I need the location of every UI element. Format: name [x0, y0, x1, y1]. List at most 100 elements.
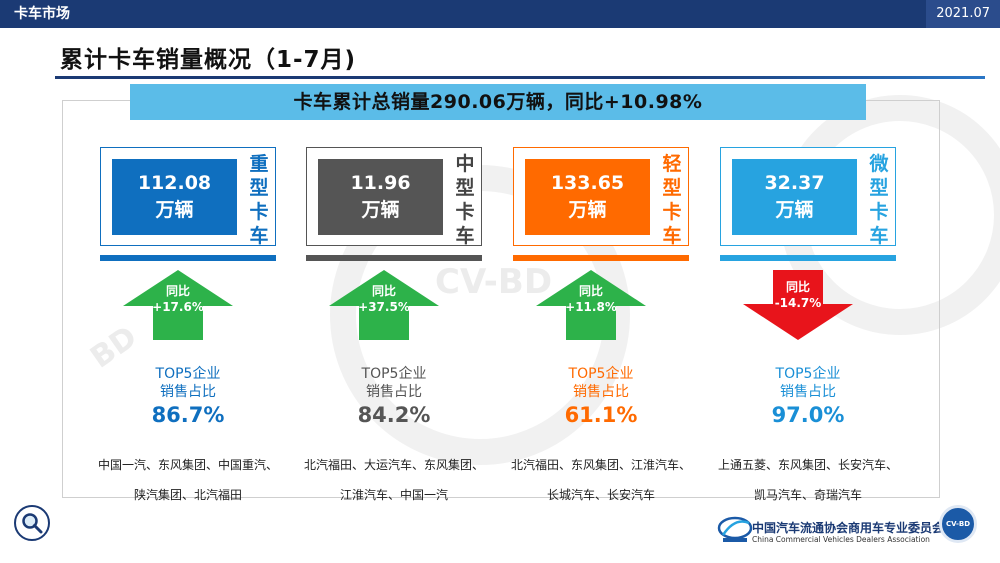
segment-name-char: 中 [455, 153, 475, 175]
segment-name-char: 型 [249, 177, 269, 199]
sales-value: 32.37 [764, 172, 825, 194]
sales-unit: 万辆 [568, 199, 607, 221]
search-icon [22, 513, 43, 534]
segment-card: 32.37 万辆 微型卡车 [720, 147, 896, 248]
yoy-label: 同比 [165, 284, 190, 298]
top5-share-label: TOP5企业 销售占比 [289, 365, 499, 401]
sales-value: 133.65 [550, 172, 625, 194]
companies-line: 北汽福田、大运汽车、东风集团、 [303, 458, 484, 472]
yoy-up-arrow: 同比 +17.6% [123, 270, 233, 340]
date-tag: 2021.07 [926, 0, 1000, 28]
companies-line: 凯马汽车、奇瑞汽车 [753, 488, 862, 502]
sales-value-box: 11.96 万辆 [318, 159, 443, 235]
cvbd-badge: CV-BD [939, 505, 977, 543]
top5-companies: 北汽福田、大运汽车、东风集团、 江淮汽车、中国一汽 [289, 450, 499, 510]
top5-companies: 中国一汽、东风集团、中国重汽、 陕汽集团、北汽福田 [83, 450, 293, 510]
summary-banner: 卡车累计总销量290.06万辆，同比+10.98% [130, 84, 866, 120]
segment-name-char: 车 [662, 225, 682, 247]
segment-name-char: 轻 [662, 153, 682, 175]
arrow-up-icon [536, 270, 646, 340]
sales-value-box: 133.65 万辆 [525, 159, 650, 235]
segment-name-char: 卡 [455, 201, 475, 223]
segment-name: 中型卡车 [451, 152, 479, 248]
segment-underline [720, 255, 896, 261]
segment-name: 微型卡车 [865, 152, 893, 248]
top5-share-label-line: 销售占比 [160, 384, 216, 400]
top5-share-label: TOP5企业 销售占比 [703, 365, 913, 401]
footer-org-name: 中国汽车流通协会商用车专业委员会 [752, 521, 945, 535]
sales-unit: 万辆 [361, 199, 400, 221]
sales-value: 11.96 [350, 172, 411, 194]
segment-name-char: 重 [249, 153, 269, 175]
segment-name-char: 车 [249, 225, 269, 247]
segment-card: 133.65 万辆 轻型卡车 [513, 147, 689, 248]
top5-share-label-line: 销售占比 [573, 384, 629, 400]
segment-name-char: 型 [869, 177, 889, 199]
top-bar [0, 0, 1000, 28]
segment-underline [100, 255, 276, 261]
yoy-value: +17.6% [152, 300, 204, 314]
segment-card: 11.96 万辆 中型卡车 [306, 147, 482, 248]
companies-line: 北汽福田、东风集团、江淮汽车、 [510, 458, 691, 472]
yoy-value: +11.8% [565, 300, 617, 314]
title-divider [55, 76, 985, 79]
companies-line: 长城汽车、长安汽车 [546, 488, 655, 502]
companies-line: 上通五菱、东风集团、长安汽车、 [717, 458, 898, 472]
arrow-down-icon [743, 270, 853, 340]
companies-line: 江淮汽车、中国一汽 [339, 488, 448, 502]
footer-org-name-en: China Commercial Vehicles Dealers Associ… [752, 535, 930, 544]
top5-share-label-line: TOP5企业 [568, 366, 634, 382]
sales-value-box: 32.37 万辆 [732, 159, 857, 235]
top5-share-label-line: TOP5企业 [155, 366, 221, 382]
section-tag: 卡车市场 [14, 6, 70, 22]
sales-unit: 万辆 [155, 199, 194, 221]
association-logo-icon [717, 516, 753, 542]
top5-share-label-line: TOP5企业 [775, 366, 841, 382]
top5-share-value: 84.2% [357, 403, 431, 427]
segment-name: 轻型卡车 [658, 152, 686, 248]
yoy-down-arrow: 同比 -14.7% [743, 270, 853, 340]
top5-share-label-line: TOP5企业 [361, 366, 427, 382]
segment-underline [513, 255, 689, 261]
segment-name-char: 车 [455, 225, 475, 247]
sales-unit: 万辆 [775, 199, 814, 221]
segment-underline [306, 255, 482, 261]
segment-name-char: 型 [455, 177, 475, 199]
segment-name-char: 卡 [869, 201, 889, 223]
segment-column: 11.96 万辆中型卡车同比 +37.5% TOP5企业 销售占比 84.2% 北汽福田、大… [289, 0, 499, 563]
top5-share-value: 97.0% [771, 403, 845, 427]
top5-share-value: 86.7% [151, 403, 225, 427]
yoy-label: 同比 [578, 284, 603, 298]
segment-name-char: 卡 [662, 201, 682, 223]
segment-column: 32.37 万辆微型卡车同比 -14.7% TOP5企业 销售占比 97.0% 上通五菱、东… [703, 0, 913, 563]
yoy-up-arrow: 同比 +11.8% [536, 270, 646, 340]
yoy-up-arrow: 同比 +37.5% [329, 270, 439, 340]
yoy-value: +37.5% [358, 300, 410, 314]
top5-share-label: TOP5企业 销售占比 [496, 365, 706, 401]
top5-companies: 上通五菱、东风集团、长安汽车、 凯马汽车、奇瑞汽车 [703, 450, 913, 510]
segment-card: 112.08 万辆 重型卡车 [100, 147, 276, 248]
page-title: 累计卡车销量概况（1-7月) [60, 47, 357, 73]
segment-column: 133.65 万辆轻型卡车同比 +11.8% TOP5企业 销售占比 61.1% 北汽福田、… [496, 0, 706, 563]
top5-share-label-line: 销售占比 [366, 384, 422, 400]
arrow-up-icon [123, 270, 233, 340]
sales-value: 112.08 [137, 172, 212, 194]
arrow-up-icon [329, 270, 439, 340]
top5-share-value: 61.1% [564, 403, 638, 427]
top5-share-label: TOP5企业 销售占比 [83, 365, 293, 401]
segment-name-char: 卡 [249, 201, 269, 223]
top5-share-label-line: 销售占比 [780, 384, 836, 400]
yoy-value: -14.7% [774, 296, 822, 310]
segment-name-char: 型 [662, 177, 682, 199]
yoy-label: 同比 [371, 284, 396, 298]
segment-name-char: 车 [869, 225, 889, 247]
segment-name-char: 微 [869, 153, 889, 175]
sales-value-box: 112.08 万辆 [112, 159, 237, 235]
segment-name: 重型卡车 [245, 152, 273, 248]
search-button[interactable] [14, 505, 50, 541]
top5-companies: 北汽福田、东风集团、江淮汽车、 长城汽车、长安汽车 [496, 450, 706, 510]
companies-line: 陕汽集团、北汽福田 [133, 488, 242, 502]
yoy-label: 同比 [785, 280, 810, 294]
segment-column: 112.08 万辆重型卡车同比 +17.6% TOP5企业 销售占比 86.7% 中国一汽、… [83, 0, 293, 563]
companies-line: 中国一汽、东风集团、中国重汽、 [97, 458, 278, 472]
